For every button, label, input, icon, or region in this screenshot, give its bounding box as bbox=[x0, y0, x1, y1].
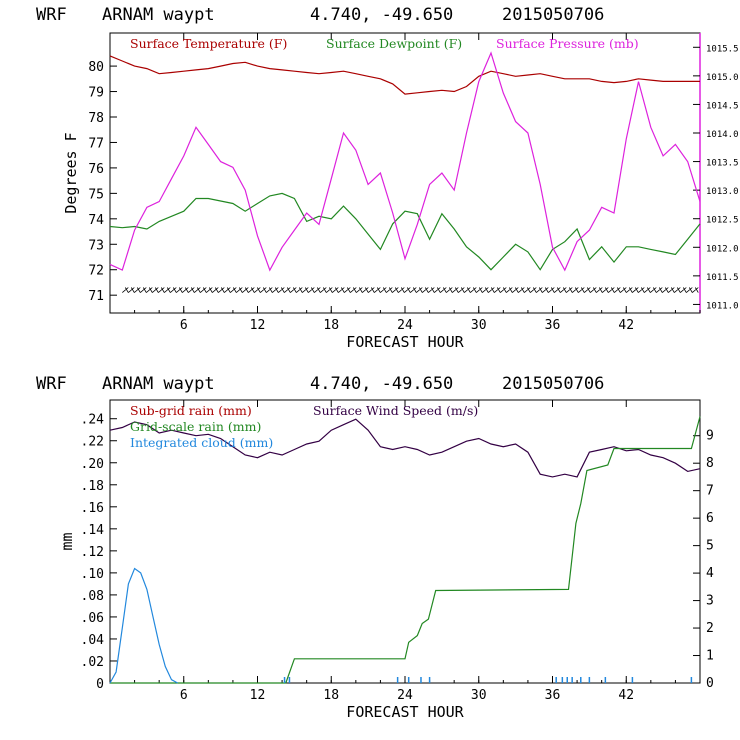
series-line-2-2 bbox=[109, 418, 701, 478]
x-axis-label: FORECAST HOUR bbox=[346, 333, 464, 351]
x-tick-label: 42 bbox=[618, 688, 634, 703]
x-tick-label: 12 bbox=[250, 688, 266, 703]
y2-tick-label: 1011.0 bbox=[706, 301, 739, 311]
y2-tick-label: 5 bbox=[706, 539, 714, 554]
y-tick-label: 78 bbox=[88, 111, 104, 126]
x-tick-label: 18 bbox=[323, 688, 339, 703]
header-site: ARNAM waypt bbox=[102, 5, 215, 25]
x-tick-label: 36 bbox=[545, 318, 561, 333]
y2-tick-label: 6 bbox=[706, 511, 714, 526]
x-tick-label: 24 bbox=[397, 318, 413, 333]
series-line-1-3 bbox=[109, 51, 701, 272]
series-line-2-4 bbox=[109, 567, 178, 684]
legend-entry-1: Surface Temperature (F) bbox=[130, 36, 287, 51]
legend-entry-2: Surface Wind Speed (m/s) bbox=[313, 403, 478, 418]
y2-tick-label: 7 bbox=[706, 484, 714, 499]
y2-tick-label: 8 bbox=[706, 456, 714, 471]
y-tick-label: 0 bbox=[96, 677, 104, 692]
y-tick-label: 75 bbox=[88, 187, 104, 202]
y-tick-label: 73 bbox=[88, 238, 104, 253]
x-tick-label: 6 bbox=[180, 688, 188, 703]
y2-tick-label: 1 bbox=[706, 649, 714, 664]
x-tick-label: 42 bbox=[618, 318, 634, 333]
y-tick-label: .06 bbox=[81, 611, 104, 626]
y2-tick-label: 1015.0 bbox=[706, 73, 739, 83]
y-tick-label: 72 bbox=[88, 264, 104, 279]
y-tick-label: .08 bbox=[81, 589, 104, 604]
y-tick-label: .16 bbox=[81, 501, 104, 516]
y-axis-label: Degrees F bbox=[62, 132, 80, 213]
legend-entry-3: Grid-scale rain (mm) bbox=[130, 419, 261, 434]
legend-entry-2: Surface Dewpoint (F) bbox=[326, 36, 462, 51]
y-tick-label: 71 bbox=[88, 289, 104, 304]
y2-tick-label: 1015.5 bbox=[706, 44, 739, 54]
y-tick-label: 76 bbox=[88, 162, 104, 177]
header-model: WRF bbox=[36, 374, 67, 394]
y2-tick-label: 1012.5 bbox=[706, 216, 739, 226]
y-tick-label: .20 bbox=[81, 457, 104, 472]
legend-entry-4: Integrated cloud (mm) bbox=[130, 435, 273, 450]
x-tick-label: 30 bbox=[471, 688, 487, 703]
header-coords: 4.740, -49.650 bbox=[310, 5, 453, 25]
series-line-1-2 bbox=[109, 192, 701, 271]
y2-tick-label: 2 bbox=[706, 621, 714, 636]
y-tick-label: 74 bbox=[88, 213, 104, 228]
series-line-1-1 bbox=[109, 55, 700, 95]
y2-tick-label: 1012.0 bbox=[706, 244, 739, 254]
plot-frame bbox=[109, 32, 701, 314]
chart-panel-2: WRF ARNAM waypt 4.740, -49.650 2015050706 6 1… bbox=[36, 374, 714, 721]
y-tick-label: .02 bbox=[81, 655, 104, 670]
header-coords: 4.740, -49.650 bbox=[310, 374, 453, 394]
y2-tick-label: 1014.0 bbox=[706, 130, 739, 140]
x-tick-label: 36 bbox=[545, 688, 561, 703]
y-tick-label: .24 bbox=[81, 413, 105, 428]
y2-tick-label: 0 bbox=[706, 676, 714, 691]
y-axis-label: mm bbox=[58, 532, 76, 550]
y-tick-label: .12 bbox=[81, 545, 104, 560]
y2-tick-label: 3 bbox=[706, 594, 714, 609]
y-tick-label: .10 bbox=[81, 567, 104, 582]
x-axis-label: FORECAST HOUR bbox=[346, 703, 464, 721]
y2-tick-label: 4 bbox=[706, 566, 714, 581]
y-tick-label: .14 bbox=[81, 523, 105, 538]
y-tick-label: .22 bbox=[81, 435, 104, 450]
y2-tick-label: 9 bbox=[706, 429, 714, 444]
header-date: 2015050706 bbox=[502, 5, 604, 25]
y2-tick-label: 1013.5 bbox=[706, 159, 739, 169]
y-tick-label: .04 bbox=[81, 633, 105, 648]
x-tick-label: 30 bbox=[471, 318, 487, 333]
x-tick-label: 24 bbox=[397, 688, 413, 703]
y2-tick-label: 1011.5 bbox=[706, 273, 739, 283]
y-tick-label: 77 bbox=[88, 136, 104, 151]
header-date: 2015050706 bbox=[502, 374, 604, 394]
legend-entry-1: Sub-grid rain (mm) bbox=[130, 403, 252, 418]
x-tick-label: 12 bbox=[250, 318, 266, 333]
chart-panel-1: WRF ARNAM waypt 4.740, -49.650 2015050706 6 1… bbox=[36, 5, 739, 351]
series-line-2-3 bbox=[110, 416, 701, 684]
x-tick-label: 6 bbox=[180, 318, 188, 333]
x-tick-label: 18 bbox=[323, 318, 339, 333]
wind-barb-band bbox=[122, 287, 699, 293]
legend-entry-3: Surface Pressure (mb) bbox=[496, 36, 639, 51]
y2-tick-label: 1013.0 bbox=[706, 187, 739, 197]
y-tick-label: .18 bbox=[81, 479, 104, 494]
header-model: WRF bbox=[36, 5, 67, 25]
y2-tick-label: 1014.5 bbox=[706, 101, 739, 111]
y-tick-label: 79 bbox=[88, 86, 104, 101]
header-site: ARNAM waypt bbox=[102, 374, 215, 394]
y-tick-label: 80 bbox=[88, 60, 104, 75]
